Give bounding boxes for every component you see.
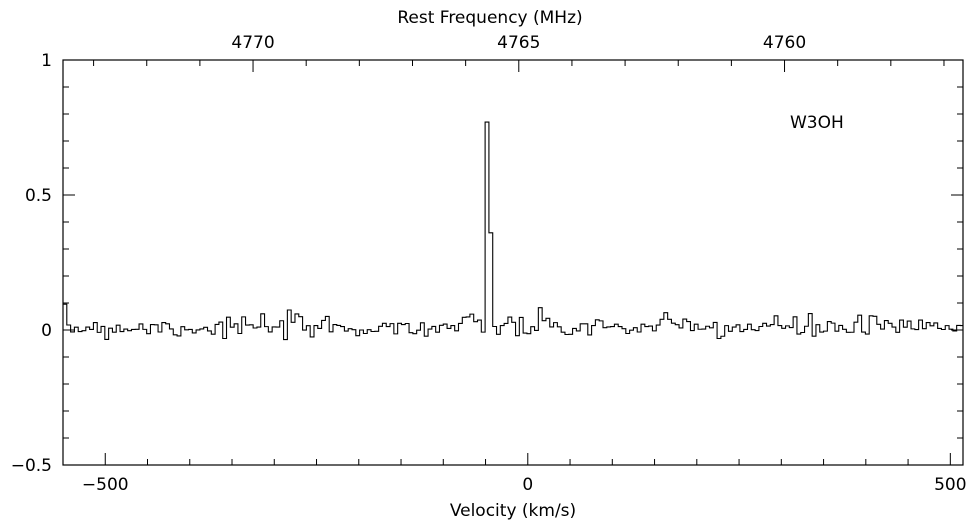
x2-tick-label: 4765 xyxy=(497,33,540,53)
y-tick-label: 0.5 xyxy=(25,186,52,206)
x-tick-label: 0 xyxy=(522,475,533,495)
x2-tick-label: 4770 xyxy=(231,33,274,53)
y-tick-label: −0.5 xyxy=(11,456,52,476)
y-tick-label: 0 xyxy=(41,321,52,341)
axis-tick-labels: −500 0 500 −0.5 0 0.5 1 4770 4765 4760 xyxy=(11,33,967,495)
spectrum-line xyxy=(63,121,963,341)
y-tick-label: 1 xyxy=(41,51,52,71)
axis-ticks xyxy=(62,59,963,466)
x2-axis-label: Rest Frequency (MHz) xyxy=(397,8,582,28)
x-tick-label: −500 xyxy=(82,475,129,495)
x-axis-label: Velocity (km/s) xyxy=(450,501,576,521)
plot-frame xyxy=(62,59,964,466)
x2-tick-label: 4760 xyxy=(763,33,806,53)
x-tick-label: 500 xyxy=(934,475,966,495)
source-label: W3OH xyxy=(790,113,844,133)
